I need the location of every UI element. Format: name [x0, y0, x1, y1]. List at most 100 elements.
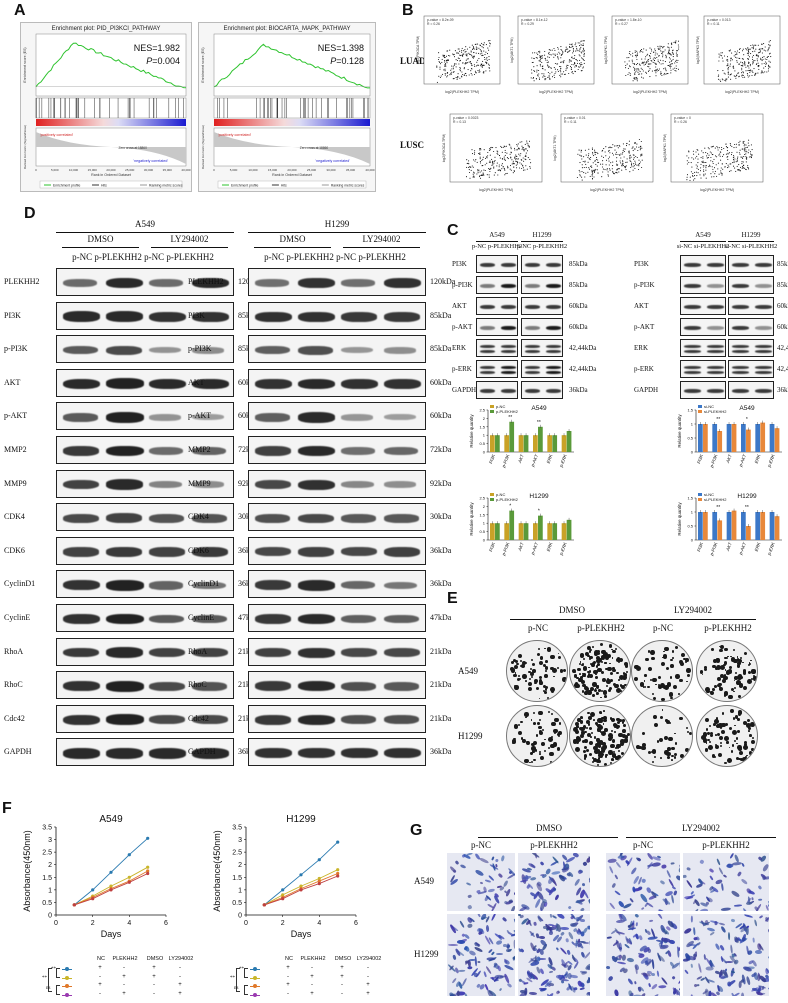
- scatter-point: [536, 52, 538, 54]
- scatter-point: [565, 49, 567, 51]
- scatter-point: [747, 47, 749, 49]
- scatter-point: [580, 64, 582, 66]
- scatter-point: [548, 51, 550, 53]
- scatter-point: [585, 154, 587, 156]
- scatter-point: [705, 177, 707, 179]
- scatter-point: [545, 78, 547, 80]
- growth-point: [109, 870, 113, 874]
- scatter-point: [721, 149, 723, 151]
- c-protein-label: p-AKT: [634, 323, 655, 331]
- protein-label-rhoa: RhoA: [4, 646, 24, 656]
- scatter-point: [636, 80, 638, 82]
- scatter-point: [743, 149, 745, 151]
- c-blot-strip: [728, 318, 774, 336]
- c-band: [525, 284, 540, 288]
- colony: [752, 676, 757, 681]
- scatter-point: [697, 168, 699, 170]
- scatter-point: [549, 49, 551, 51]
- y-tick-label: 2: [238, 862, 242, 869]
- scatter-point: [572, 50, 575, 52]
- colony: [666, 747, 671, 751]
- scatter-point: [446, 76, 448, 78]
- scatter-point: [712, 161, 714, 163]
- scatter-point: [754, 50, 756, 52]
- hits-area: [35, 97, 187, 119]
- migrated-cell: [647, 948, 652, 954]
- scatter-point: [625, 161, 627, 163]
- colony: [618, 657, 623, 662]
- scatter-point: [476, 161, 478, 163]
- colony: [587, 711, 590, 715]
- scatter-point: [672, 68, 674, 70]
- scatter-point: [482, 156, 484, 158]
- scatter-point: [707, 147, 709, 149]
- scatter-point: [452, 53, 454, 55]
- scatter-point: [665, 70, 667, 72]
- scatter-point: [710, 152, 712, 154]
- scatter-point: [621, 169, 623, 171]
- scatter-point: [697, 172, 699, 174]
- scatter-point: [640, 49, 643, 51]
- rank-colorbar: [36, 119, 186, 126]
- scatter-point: [726, 78, 728, 80]
- scatter-point: [633, 148, 635, 150]
- migrated-cell: [679, 935, 680, 940]
- scatter-point: [485, 70, 487, 72]
- bar: [703, 424, 708, 452]
- c-blot-strip: [476, 318, 518, 336]
- blot-strip-p-pi3k: [248, 335, 426, 364]
- category-label: ERK: [546, 453, 554, 464]
- e-row-label: H1299: [458, 731, 483, 741]
- y-tick-label: 1.5: [687, 408, 693, 413]
- colony: [618, 678, 621, 681]
- colony: [615, 745, 618, 748]
- scatter-point: [539, 50, 541, 52]
- bar: [490, 435, 495, 452]
- scatter-point: [447, 75, 449, 77]
- protein-label-rhoa: RhoA: [188, 646, 208, 656]
- migrated-cell: [490, 914, 497, 922]
- scatter-r: R = 0.11: [707, 22, 720, 26]
- blot-band: [192, 378, 230, 389]
- scatter-point: [493, 166, 495, 168]
- scatter-point: [669, 58, 671, 60]
- y-tick-label: 2: [483, 504, 486, 509]
- bar: [769, 424, 775, 452]
- scatter-point: [591, 165, 593, 167]
- colony: [730, 655, 733, 658]
- scatter-point: [479, 53, 481, 55]
- scatter-point: [438, 75, 440, 77]
- colony: [605, 684, 608, 687]
- bar: [509, 510, 515, 540]
- scatter-point: [581, 44, 583, 47]
- scatter-point: [632, 146, 634, 148]
- colony: [513, 737, 517, 741]
- scatter-point: [563, 71, 565, 73]
- colony: [618, 749, 621, 752]
- scatter-point: [491, 161, 493, 163]
- scatter-point: [713, 167, 716, 169]
- colony: [746, 718, 750, 722]
- scatter-point: [462, 73, 464, 76]
- scatter-point: [746, 157, 748, 159]
- colony: [639, 682, 645, 687]
- blot-band: [106, 479, 144, 490]
- scatter-point: [639, 147, 642, 149]
- scatter-point: [468, 160, 470, 162]
- bar-legend-entry: p-PLEKHH2: [496, 409, 519, 414]
- scatter-point: [480, 147, 482, 150]
- scatter-point: [478, 64, 480, 66]
- colony: [577, 726, 579, 729]
- colony: [710, 648, 714, 651]
- scatter-point: [577, 50, 579, 52]
- table-cell: -: [179, 965, 181, 971]
- scatter-point: [527, 157, 529, 159]
- scatter-point: [470, 73, 472, 75]
- colony: [597, 668, 602, 673]
- scatter-point: [461, 47, 463, 49]
- colony: [582, 725, 587, 729]
- scatter-point: [705, 167, 707, 169]
- colony: [743, 742, 747, 746]
- scatter-point: [757, 66, 759, 68]
- bar: [746, 526, 751, 540]
